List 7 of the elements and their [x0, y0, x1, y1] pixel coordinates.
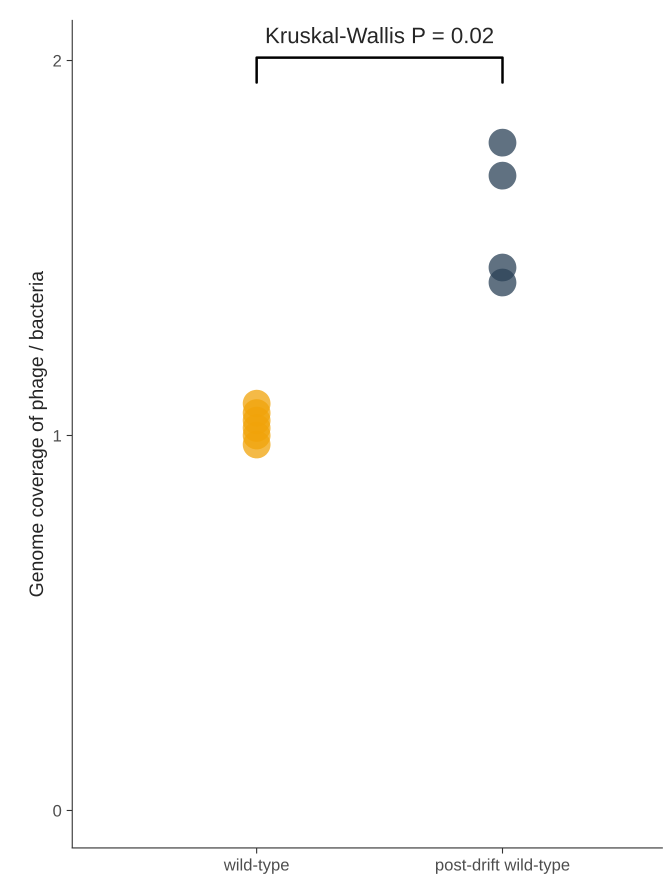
y-tick-label: 1 — [54, 430, 62, 442]
y-tick-label: 0 — [53, 804, 62, 817]
x-tick-label: wild-type — [224, 858, 289, 874]
x-tick-label: post-drift wild-type — [436, 858, 570, 874]
y-tick-label: 2 — [53, 54, 61, 67]
y-axis-title: Genome coverage of phage / bacteria — [28, 270, 48, 596]
annotation: Kruskal-Wallis P = 0.02 — [266, 26, 494, 44]
